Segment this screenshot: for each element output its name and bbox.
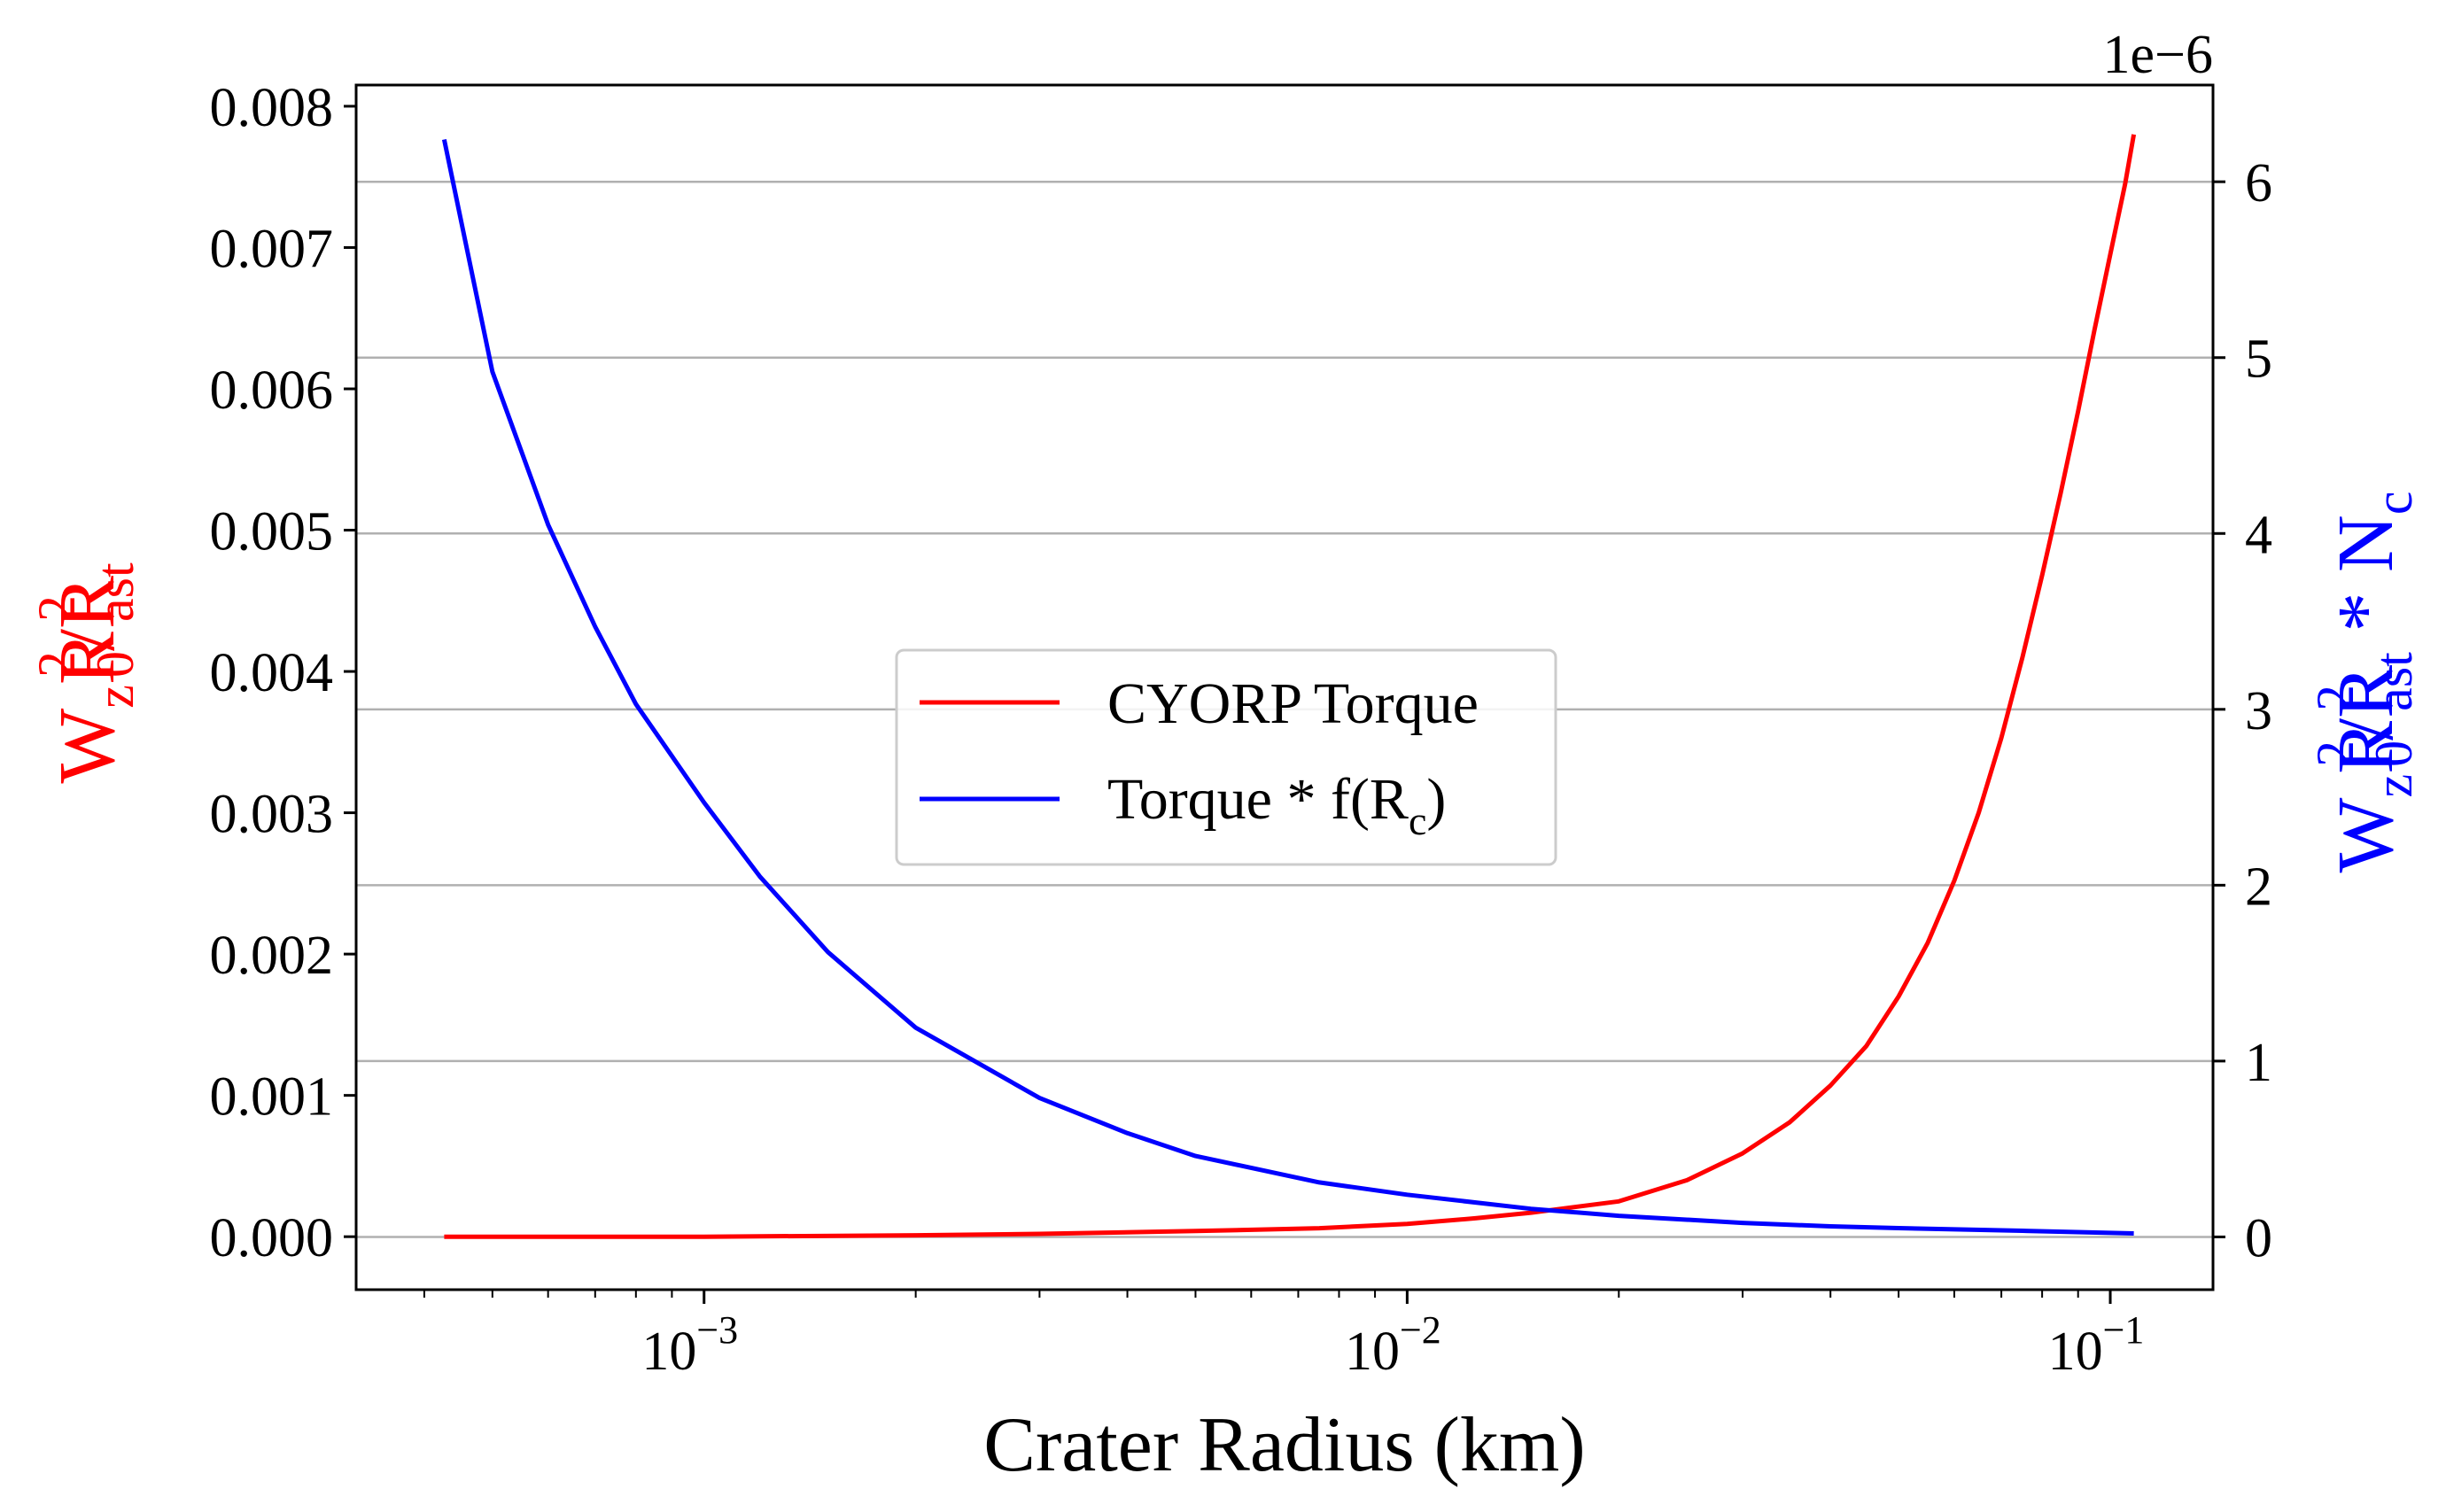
left-y-axis-ticks: 0.000 0.001 0.002 0.003 0.004 0.005 0.006 0.007… <box>210 78 356 1268</box>
right-y-tick-label: 2 <box>2245 857 2272 917</box>
right-y-tick-label: 5 <box>2245 330 2272 390</box>
plot-frame <box>354 83 2215 1291</box>
left-y-tick-label: 0.001 <box>210 1067 334 1128</box>
legend-label-torque-f: Torque * f(Rc) <box>1107 767 1446 843</box>
legend-label-cyorp: CYORP Torque <box>1107 671 1479 736</box>
series-line-cyorp-torque <box>444 134 2137 1239</box>
x-tick-label: 10−2 <box>1345 1308 1441 1382</box>
left-y-tick-label: 0.003 <box>210 785 334 845</box>
left-y-tick-label: 0.007 <box>210 219 334 279</box>
legend-box <box>895 648 1557 866</box>
legend: CYORP Torque Torque * f(Rc) <box>895 648 1557 866</box>
x-axis-label: Crater Radius (km) <box>983 1402 1585 1488</box>
right-y-tick-label: 6 <box>2245 153 2272 213</box>
left-y-tick-label: 0.005 <box>210 502 334 562</box>
grid-lines <box>356 180 2213 1238</box>
left-y-tick-label: 0.004 <box>210 643 334 703</box>
x-tick-label: 10−1 <box>2048 1308 2145 1382</box>
right-y-axis-ticks: 0 1 2 3 4 5 6 <box>2213 153 2272 1268</box>
x-tick-label: 10−3 <box>641 1308 738 1382</box>
right-axis-offset-text: 1e−6 <box>2103 25 2213 85</box>
left-y-tick-label: 0.002 <box>210 926 334 986</box>
series-lines <box>441 134 2137 1239</box>
right-y-tick-label: 4 <box>2245 505 2272 565</box>
left-y-tick-label: 0.000 <box>210 1208 334 1268</box>
series-line-torque-f-rc <box>441 138 2134 1236</box>
left-y-tick-label: 0.008 <box>210 78 334 138</box>
right-y-axis-label: WzR20/R2ast * Nc <box>2306 492 2423 873</box>
x-axis-ticks: 10−3 10−2 10−1 <box>423 1290 2145 1382</box>
right-y-tick-label: 1 <box>2245 1033 2272 1093</box>
left-y-axis-label: WzR20/R2ast <box>27 562 144 784</box>
left-y-tick-label: 0.006 <box>210 361 334 421</box>
right-y-tick-label: 3 <box>2245 681 2272 741</box>
right-y-tick-label: 0 <box>2245 1208 2272 1268</box>
